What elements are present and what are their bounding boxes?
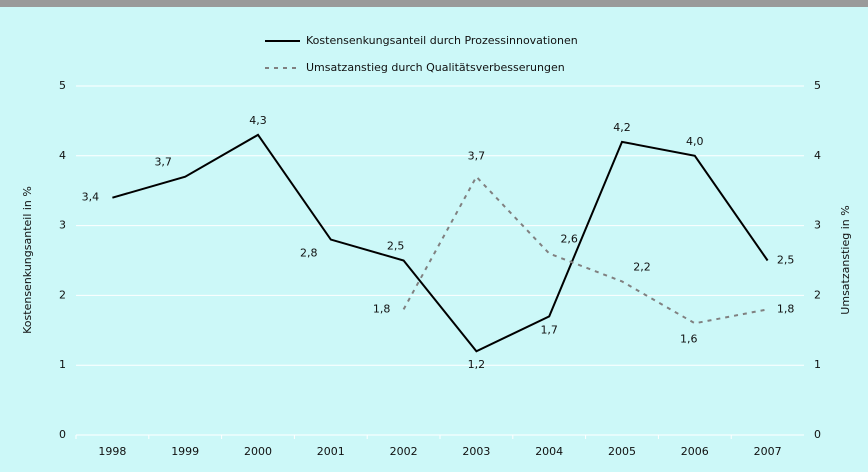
data-label: 4,3: [249, 114, 267, 127]
data-label: 4,2: [613, 121, 631, 134]
legend-label: Kostensenkungsanteil durch Prozessinnova…: [306, 34, 578, 47]
y-tick-label: 5: [59, 79, 66, 92]
series-line: [112, 133, 769, 353]
y2-tick-label: 5: [814, 79, 821, 92]
y2-tick-label: 2: [814, 288, 821, 301]
x-tick-label: 2002: [390, 445, 418, 458]
x-tick-label: 2000: [244, 445, 272, 458]
data-label: 1,8: [373, 302, 391, 315]
x-tick-label: 1998: [98, 445, 126, 458]
data-label: 1,6: [680, 332, 698, 345]
legend-label: Umsatzanstieg durch Qualitätsverbesserun…: [306, 61, 565, 74]
data-label: 1,7: [540, 323, 558, 336]
y-tick-label: 1: [59, 358, 66, 371]
data-label: 2,5: [777, 254, 795, 267]
data-label: 1,8: [777, 302, 795, 315]
y-tick-label: 0: [59, 428, 66, 441]
y2-axis-label: Umsatzanstieg in %: [839, 205, 852, 314]
x-tick-label: 2005: [608, 445, 636, 458]
y2-tick-label: 0: [814, 428, 821, 441]
y2-tick-label: 4: [814, 149, 821, 162]
data-label: 2,2: [633, 260, 651, 273]
data-label: 3,4: [82, 191, 100, 204]
y2-tick-label: 3: [814, 219, 821, 232]
y2-tick-label: 1: [814, 358, 821, 371]
top-bar: [0, 0, 868, 7]
y-tick-label: 3: [59, 219, 66, 232]
series-line: [402, 175, 768, 325]
y-axis-label: Kostensenkungsanteil in %: [21, 186, 34, 334]
data-label: 3,7: [154, 156, 172, 169]
data-label: 2,6: [560, 233, 578, 246]
x-tick-label: 2003: [462, 445, 490, 458]
x-tick-label: 2006: [681, 445, 709, 458]
x-tick-label: 1999: [171, 445, 199, 458]
data-label: 1,2: [468, 358, 486, 371]
data-label: 2,5: [387, 240, 405, 253]
x-tick-label: 2004: [535, 445, 563, 458]
y-tick-label: 2: [59, 288, 66, 301]
data-label: 2,8: [300, 247, 318, 260]
data-label: 4,0: [686, 135, 704, 148]
x-tick-label: 2001: [317, 445, 345, 458]
y-tick-label: 4: [59, 149, 66, 162]
x-tick-label: 2007: [754, 445, 782, 458]
data-label: 3,7: [468, 150, 486, 163]
